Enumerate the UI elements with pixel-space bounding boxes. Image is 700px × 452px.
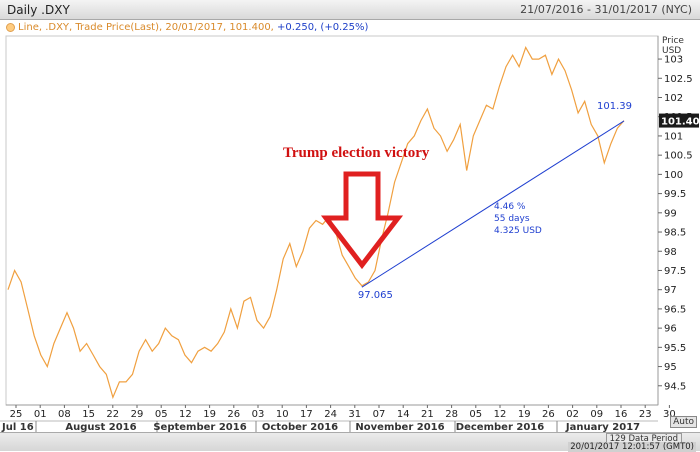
- x-tick-label: 03: [252, 409, 265, 420]
- y-tick-label: 97.5: [664, 266, 686, 277]
- x-tick-label: 10: [276, 409, 289, 420]
- price-line-series: [7, 46, 625, 400]
- timestamp: 20/01/2017 12:01:57 (GMT0): [568, 442, 696, 452]
- y-tick-label: 99.5: [664, 189, 686, 200]
- month-label: October 2016: [262, 422, 338, 433]
- y-tick-label: 96: [664, 324, 677, 335]
- y-tick-label: 96.5: [664, 304, 686, 315]
- high-value-label: 101.39: [597, 101, 632, 112]
- last-price-label: 101.400: [661, 117, 700, 128]
- date-range: 21/07/2016 - 31/01/2017 (NYC): [520, 3, 692, 16]
- x-tick-label: 19: [203, 409, 216, 420]
- y-tick-label: 95.5: [664, 343, 686, 354]
- x-tick-label: 28: [445, 409, 458, 420]
- y-tick-label: 101: [664, 131, 683, 142]
- y-tick-label: 100.5: [664, 151, 693, 162]
- month-label: September 2016: [153, 422, 246, 433]
- footer-bar: [0, 432, 700, 451]
- trend-line: [361, 120, 625, 288]
- y-tick-label: 97: [664, 285, 677, 296]
- window-titlebar: Daily .DXY 21/07/2016 - 31/01/2017 (NYC): [0, 0, 700, 20]
- x-tick-label: 22: [106, 409, 119, 420]
- x-tick-label: 07: [373, 409, 386, 420]
- x-tick-label: 21: [421, 409, 434, 420]
- x-tick-label: 31: [348, 409, 361, 420]
- month-label: Jul 16: [1, 422, 34, 433]
- x-tick-label: 26: [227, 409, 240, 420]
- trend-pct-label: 4.46 %: [494, 202, 526, 212]
- y-tick-label: 98: [664, 247, 677, 258]
- x-tick-label: 14: [397, 409, 410, 420]
- trend-days-label: 55 days: [494, 214, 530, 224]
- month-label: January 2017: [565, 422, 640, 433]
- auto-scale-button[interactable]: Auto: [670, 416, 697, 428]
- window-title: Daily .DXY: [7, 3, 70, 17]
- y-tick-label: 94.5: [664, 381, 686, 392]
- x-tick-label: 29: [131, 409, 144, 420]
- x-tick-label: 05: [469, 409, 482, 420]
- x-tick-label: 02: [566, 409, 579, 420]
- y-axis-unit: USD: [662, 46, 681, 56]
- trend-usd-label: 4.325 USD: [494, 226, 542, 236]
- x-tick-label: 12: [494, 409, 507, 420]
- x-tick-label: 25: [10, 409, 23, 420]
- legend-text: Line, .DXY, Trade Price(Last), 20/01/201…: [18, 22, 278, 33]
- x-tick-label: 19: [518, 409, 531, 420]
- month-label: November 2016: [355, 422, 444, 433]
- legend-change: +0.250, (+0.25%): [277, 22, 369, 33]
- y-tick-label: 100: [664, 170, 683, 181]
- x-tick-label: 23: [639, 409, 652, 420]
- month-label: August 2016: [65, 422, 136, 433]
- last-price-box: [659, 113, 699, 128]
- x-tick-label: 01: [34, 409, 47, 420]
- y-tick-label: 102: [664, 93, 683, 104]
- y-tick-label: 103: [664, 55, 683, 66]
- y-tick-label: 95: [664, 362, 677, 373]
- low-value-label: 97.065: [358, 290, 393, 301]
- month-label: December 2016: [456, 422, 544, 433]
- y-tick-label: 102.5: [664, 74, 693, 85]
- x-tick-label: 24: [324, 409, 337, 420]
- x-tick-label: 12: [179, 409, 192, 420]
- x-tick-label: 08: [58, 409, 71, 420]
- x-tick-label: 30: [663, 409, 676, 420]
- series-legend[interactable]: Line, .DXY, Trade Price(Last), 20/01/201…: [6, 22, 368, 33]
- x-tick-label: 16: [615, 409, 628, 420]
- x-tick-label: 15: [82, 409, 95, 420]
- x-tick-label: 17: [300, 409, 313, 420]
- x-tick-label: 09: [590, 409, 603, 420]
- series-color-dot: [6, 22, 15, 32]
- y-axis-title: Price: [662, 36, 684, 46]
- election-annotation: Trump election victory: [283, 145, 430, 161]
- y-tick-label: 99: [664, 208, 677, 219]
- down-arrow-icon: [320, 171, 404, 270]
- y-tick-label: 98.5: [664, 228, 686, 239]
- x-tick-label: 05: [155, 409, 168, 420]
- x-tick-label: 26: [542, 409, 555, 420]
